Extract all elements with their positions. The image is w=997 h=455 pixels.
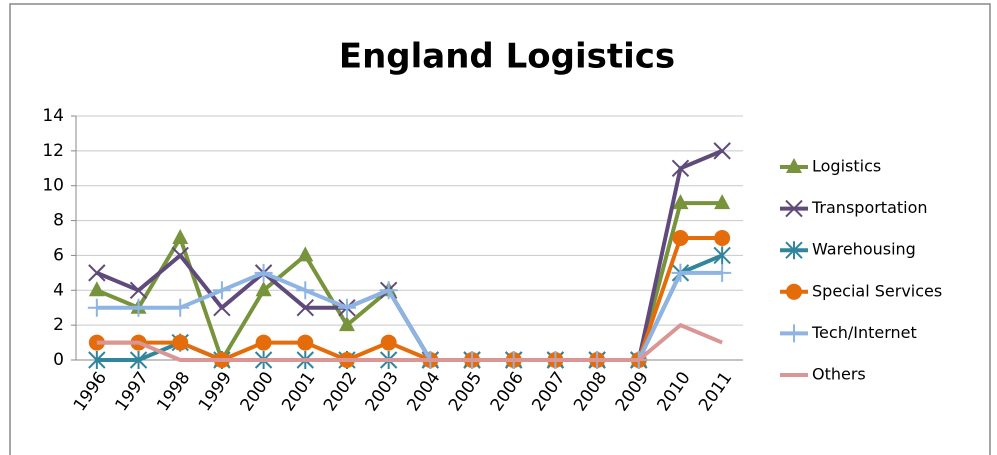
marker <box>672 230 689 246</box>
marker <box>87 298 106 317</box>
legend-label: Warehousing <box>812 240 916 259</box>
legend-label: Special Services <box>812 281 942 300</box>
marker <box>129 281 148 299</box>
y-tick-label: 2 <box>53 315 64 335</box>
marker <box>88 264 106 282</box>
marker <box>172 229 189 244</box>
series-line <box>96 323 723 362</box>
y-tick-label: 12 <box>42 141 64 161</box>
marker <box>254 263 273 282</box>
marker <box>379 281 398 300</box>
marker <box>338 316 355 332</box>
marker <box>672 194 689 210</box>
marker <box>785 199 803 218</box>
marker <box>172 334 189 351</box>
marker <box>671 263 690 282</box>
marker <box>296 299 314 317</box>
marker <box>714 230 731 246</box>
chart-frame <box>9 3 991 455</box>
legend-label: Tech/Internet <box>811 323 917 342</box>
marker <box>713 263 732 282</box>
marker <box>786 283 802 300</box>
marker <box>88 281 105 297</box>
y-tick-label: 10 <box>42 176 64 196</box>
y-tick-label: 6 <box>53 245 64 265</box>
marker <box>714 194 731 210</box>
legend-label: Others <box>812 365 866 384</box>
marker <box>171 246 189 265</box>
marker <box>255 281 272 297</box>
marker <box>337 298 356 317</box>
marker <box>786 158 802 173</box>
y-tick-label: 8 <box>53 211 64 231</box>
marker <box>713 142 731 160</box>
chart-title: England Logistics <box>339 37 675 77</box>
marker <box>671 159 690 177</box>
marker <box>171 298 190 317</box>
marker <box>713 246 731 265</box>
legend-label: Transportation <box>811 198 928 217</box>
marker <box>88 351 106 369</box>
y-tick-label: 0 <box>53 350 64 370</box>
series <box>96 323 723 362</box>
marker <box>297 334 314 351</box>
marker <box>296 281 315 300</box>
marker <box>213 299 231 317</box>
y-tick-label: 14 <box>42 106 64 126</box>
marker <box>129 298 148 317</box>
legend-label: Logistics <box>812 157 881 176</box>
marker <box>785 324 803 343</box>
marker <box>129 351 148 369</box>
marker <box>255 334 272 351</box>
marker <box>297 246 314 262</box>
marker <box>212 281 231 300</box>
marker <box>785 241 803 260</box>
marker <box>380 334 397 351</box>
y-tick-label: 4 <box>53 280 64 300</box>
